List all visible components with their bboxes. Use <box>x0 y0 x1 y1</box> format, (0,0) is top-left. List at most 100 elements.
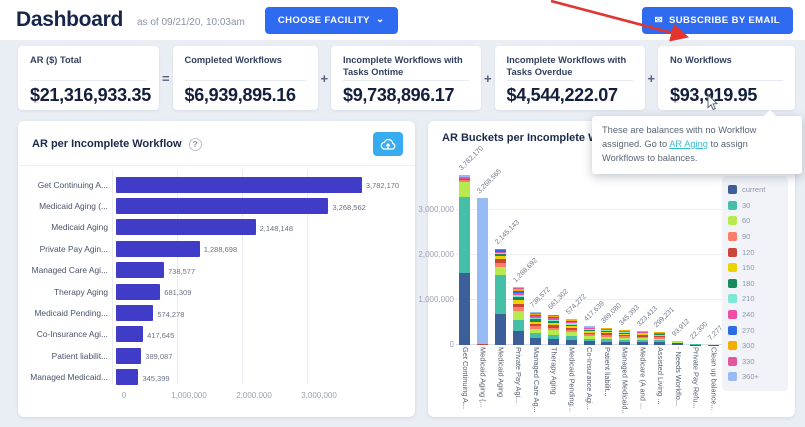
bar-segment-270[interactable] <box>636 331 648 333</box>
bar-segment-300[interactable] <box>494 249 506 251</box>
bar-segment-120[interactable] <box>459 179 471 181</box>
bar-segment-120[interactable] <box>512 303 524 308</box>
ar-aging-link[interactable]: AR Aging <box>669 138 708 149</box>
bar-segment-180[interactable] <box>601 331 613 333</box>
bar-segment-30[interactable] <box>583 338 595 342</box>
bar-segment-150[interactable] <box>548 323 560 326</box>
bar-segment-360+[interactable] <box>512 287 524 289</box>
bar-segment-180[interactable] <box>583 330 595 332</box>
bar-segment-60[interactable] <box>583 335 595 339</box>
bar-segment-180[interactable] <box>654 334 666 336</box>
stacked-bar[interactable] <box>654 331 666 345</box>
bar-segment-90[interactable] <box>530 326 542 329</box>
choose-facility-button[interactable]: CHOOSE FACILITY ⌄ <box>264 6 398 34</box>
bar-segment-current[interactable] <box>672 343 684 345</box>
bar-segment-240[interactable] <box>583 328 595 330</box>
bar-segment-180[interactable] <box>548 321 560 324</box>
bar-segment-270[interactable] <box>494 250 506 252</box>
bar-segment-60[interactable] <box>459 182 471 197</box>
bar-segment-240[interactable] <box>654 333 666 334</box>
bar-segment-210[interactable] <box>548 319 560 322</box>
bar-segment-210[interactable] <box>494 252 506 255</box>
bar-segment-210[interactable] <box>583 329 595 331</box>
bar[interactable] <box>116 347 142 364</box>
bar-segment-330[interactable] <box>548 315 560 316</box>
bar-segment-90[interactable] <box>548 327 560 331</box>
bar-segment-270[interactable] <box>530 314 542 317</box>
bar-segment-30[interactable] <box>672 342 684 344</box>
legend-item[interactable]: current <box>728 182 782 198</box>
bar-segment-120[interactable] <box>654 336 666 338</box>
bar-segment-120[interactable] <box>548 325 560 328</box>
legend-item[interactable]: 60 <box>728 213 782 229</box>
legend-item[interactable]: 90 <box>728 229 782 245</box>
stacked-bar[interactable] <box>601 327 613 345</box>
bar-segment-300[interactable] <box>530 313 542 315</box>
stacked-bar[interactable] <box>565 319 577 345</box>
bar-segment-360+[interactable] <box>548 314 560 316</box>
legend-item[interactable]: 360+ <box>728 369 782 385</box>
export-chart-button[interactable] <box>373 132 403 156</box>
bar-segment-current[interactable] <box>459 273 471 345</box>
bar-segment-150[interactable] <box>565 326 577 329</box>
bar-segment-210[interactable] <box>601 330 613 332</box>
bar-segment-150[interactable] <box>494 255 506 259</box>
bar-segment-180[interactable] <box>565 324 577 327</box>
bar[interactable] <box>116 262 164 279</box>
bar[interactable] <box>116 176 362 193</box>
bar-segment-60[interactable] <box>512 311 524 320</box>
bar-segment-current[interactable] <box>583 341 595 345</box>
bar-segment-150[interactable] <box>530 321 542 324</box>
bar-segment-240[interactable] <box>494 251 506 253</box>
bar-segment-current[interactable] <box>654 342 666 345</box>
stacked-bar[interactable] <box>583 326 595 345</box>
stacked-bar[interactable] <box>477 198 489 345</box>
bar-segment-30[interactable] <box>548 334 560 340</box>
bar-segment-120[interactable] <box>494 258 506 264</box>
bar-segment-60[interactable] <box>565 332 577 337</box>
bar-segment-330[interactable] <box>565 319 577 321</box>
bar-segment-120[interactable] <box>601 333 613 335</box>
bar-segment-270[interactable] <box>601 328 613 330</box>
bar-segment-240[interactable] <box>636 332 648 333</box>
bar-segment-150[interactable] <box>636 334 648 336</box>
bar-segment-60[interactable] <box>601 336 613 339</box>
bar-segment-90[interactable] <box>601 334 613 337</box>
legend-item[interactable]: 270 <box>728 322 782 338</box>
legend-item[interactable]: 120 <box>728 244 782 260</box>
bar-segment-180[interactable] <box>618 332 630 334</box>
bar-segment-270[interactable] <box>512 291 524 294</box>
subscribe-by-email-button[interactable]: ✉ SUBSCRIBE BY EMAIL <box>641 6 793 34</box>
bar-segment-60[interactable] <box>636 337 648 340</box>
stacked-bar[interactable] <box>672 340 684 345</box>
bar-segment-180[interactable] <box>512 297 524 301</box>
bar-segment-30[interactable] <box>512 319 524 331</box>
bar-segment-270[interactable] <box>548 316 560 319</box>
bar-segment-60[interactable] <box>654 338 666 341</box>
bar-segment-210[interactable] <box>654 333 666 335</box>
bar-segment-270[interactable] <box>618 330 630 332</box>
stacked-bar[interactable] <box>459 175 471 345</box>
bar-segment-60[interactable] <box>494 266 506 276</box>
legend-item[interactable]: 330 <box>728 354 782 370</box>
bar-segment-90[interactable] <box>654 337 666 339</box>
bar-segment-120[interactable] <box>530 323 542 327</box>
bar-segment-360+[interactable] <box>459 175 471 177</box>
bar-segment-30[interactable] <box>601 338 613 342</box>
bar[interactable] <box>116 198 329 215</box>
stacked-bar[interactable] <box>689 344 701 345</box>
bar-segment-60[interactable] <box>530 328 542 334</box>
bar-segment-150[interactable] <box>618 333 630 335</box>
bar-segment-current[interactable] <box>512 330 524 345</box>
bar-segment-210[interactable] <box>530 317 542 320</box>
legend-item[interactable]: 30 <box>728 198 782 214</box>
bar-segment-120[interactable] <box>636 335 648 337</box>
legend-item[interactable]: 300 <box>728 338 782 354</box>
bar-segment-current[interactable] <box>601 341 613 345</box>
bar-segment-210[interactable] <box>512 295 524 298</box>
bar-segment-150[interactable] <box>654 335 666 337</box>
bar-segment-270[interactable] <box>565 320 577 323</box>
bar-segment-210[interactable] <box>636 332 648 334</box>
bar-segment-300[interactable] <box>565 320 577 321</box>
bar-segment-current[interactable] <box>618 342 630 345</box>
